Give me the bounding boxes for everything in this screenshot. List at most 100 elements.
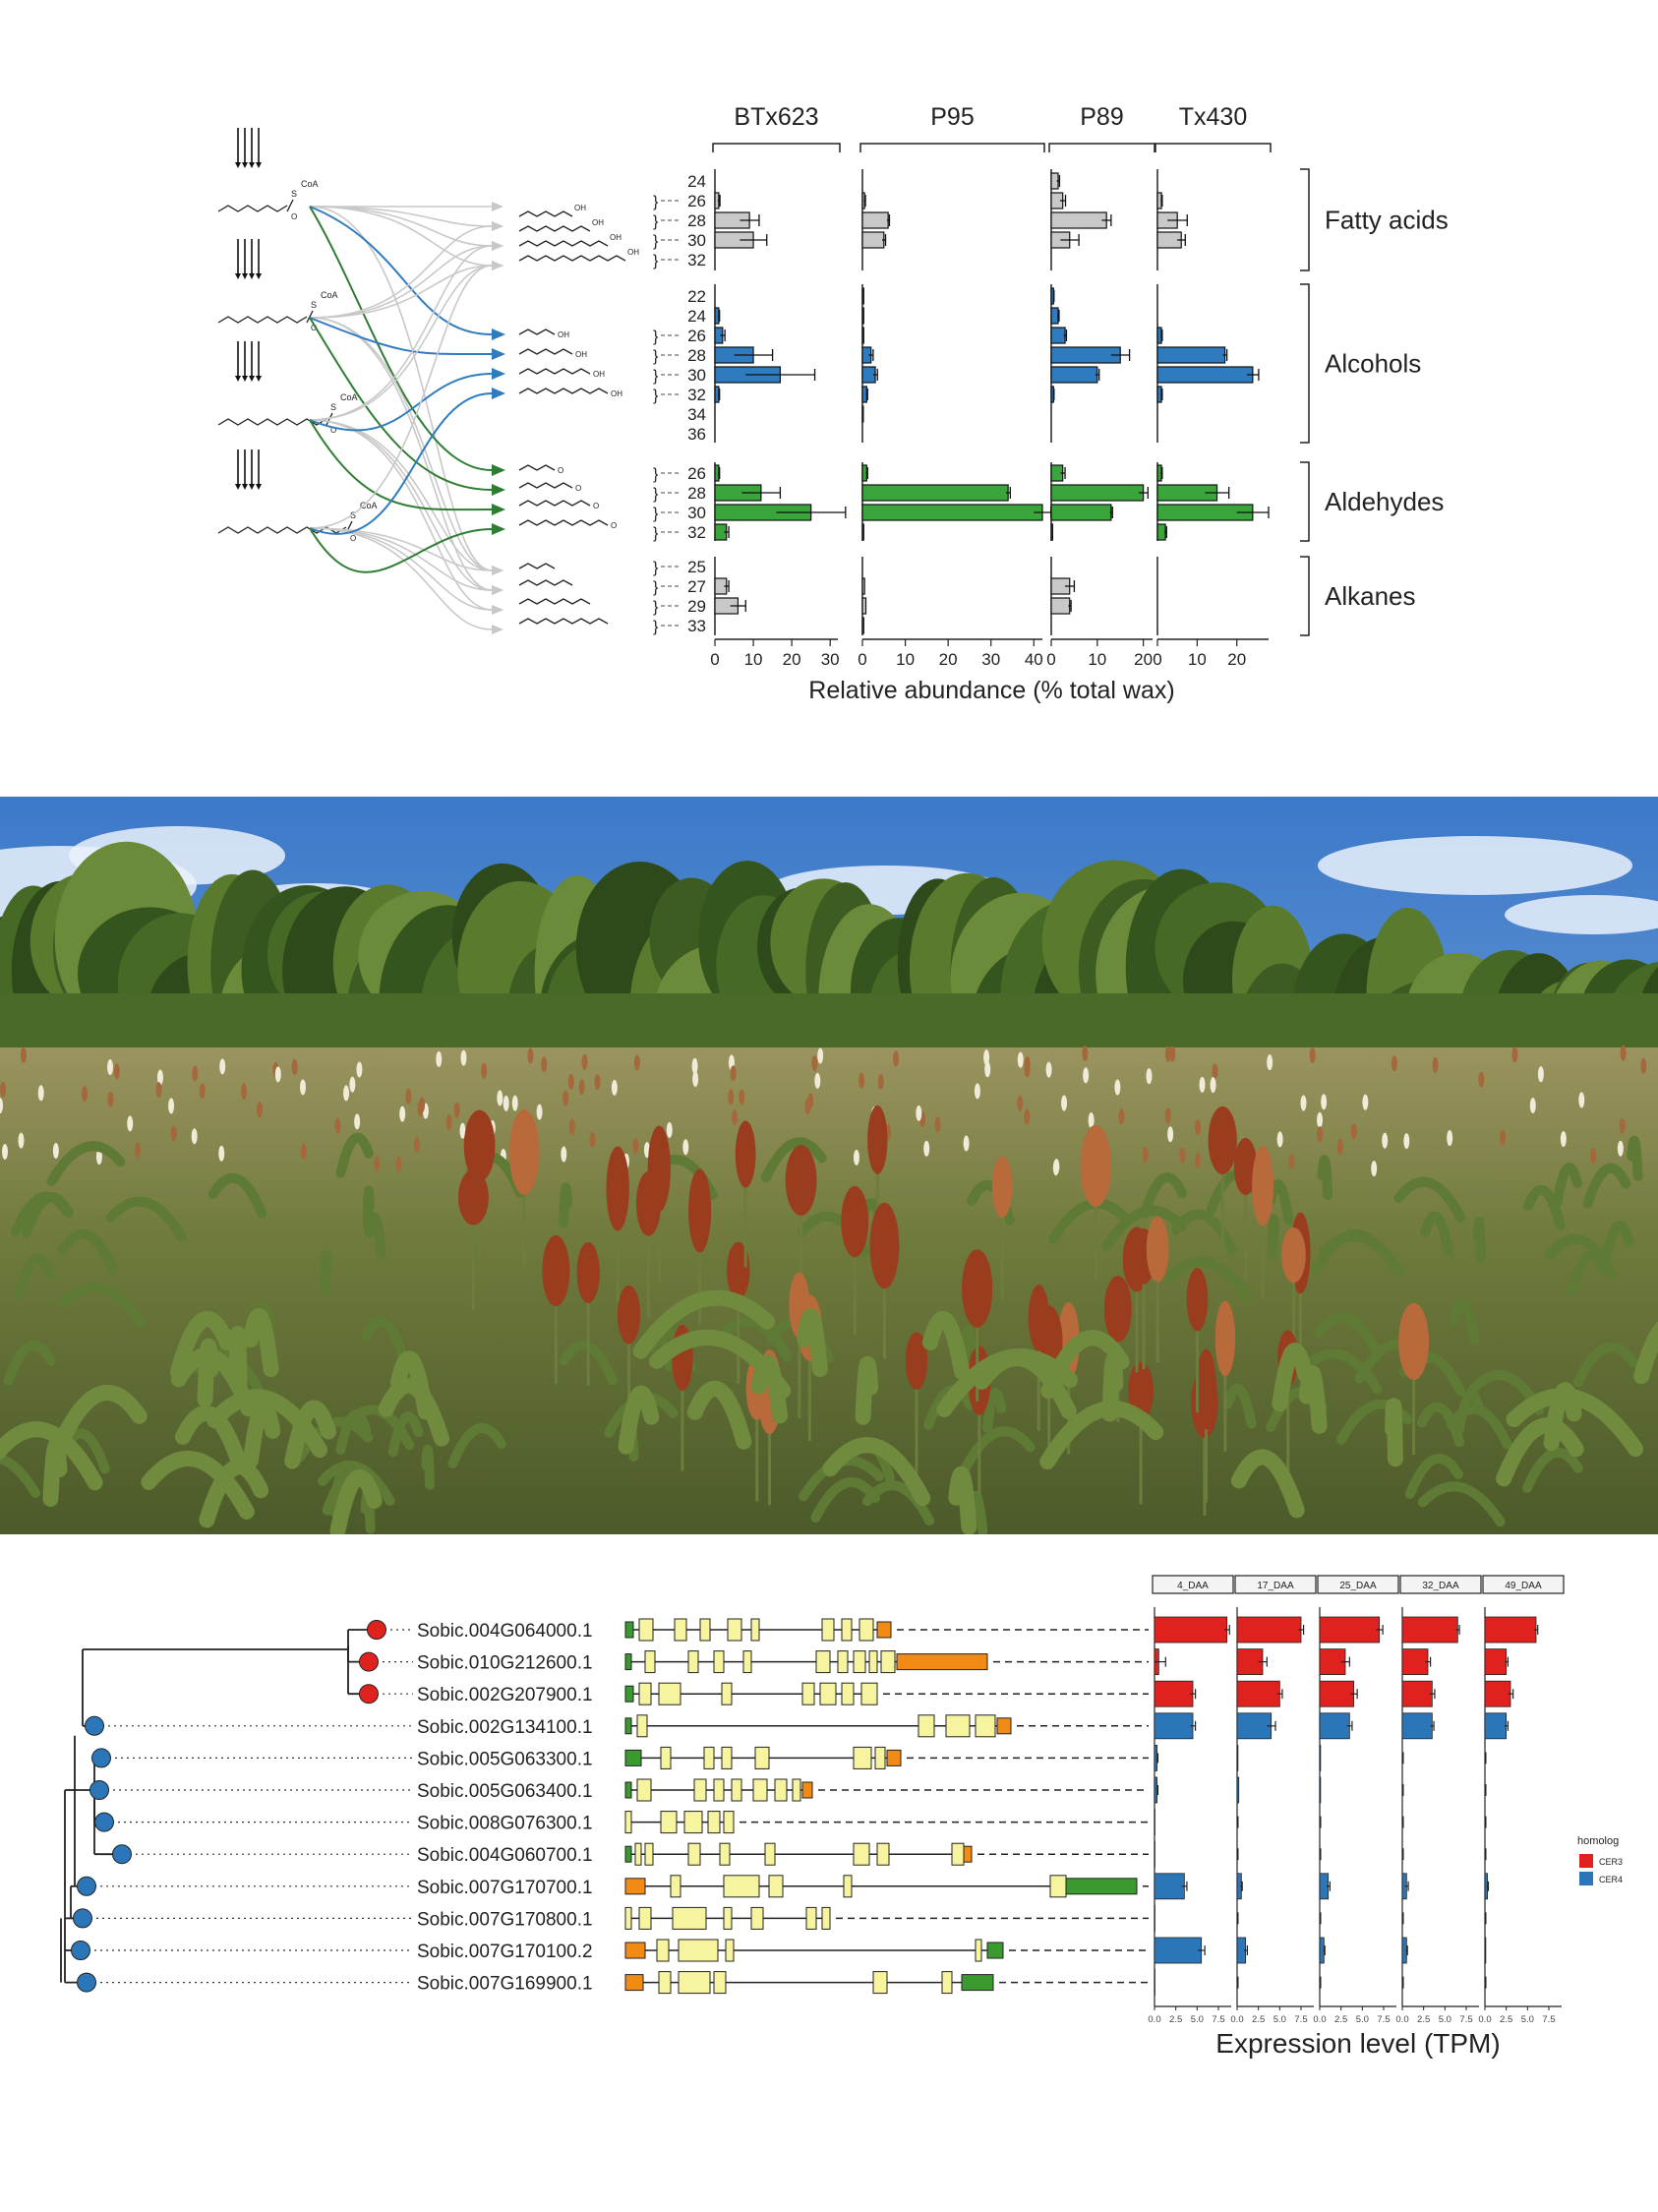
leaf xyxy=(1573,1342,1638,1388)
red-panicle xyxy=(1208,1106,1237,1175)
exon-box xyxy=(658,1971,672,1995)
exon-box xyxy=(721,1682,733,1705)
leaf xyxy=(46,1141,126,1187)
red-panicle xyxy=(508,1108,540,1195)
gene-labels: Sobic.004G064000.1 Sobic.010G212600.1 Sobi… xyxy=(417,1621,593,1995)
abundance-bar xyxy=(1050,346,1121,364)
exon-box xyxy=(636,1714,648,1738)
elongation-arrowhead xyxy=(249,273,255,279)
distant-panicle xyxy=(589,1131,596,1148)
gene-id-label: Sobic.002G134100.1 xyxy=(417,1717,593,1738)
acyl-chain xyxy=(217,316,308,324)
distant-panicle xyxy=(1617,1140,1624,1157)
distant-panicle xyxy=(1164,1046,1171,1062)
green-arrowhead xyxy=(492,464,505,476)
chain-length-label: 24 xyxy=(687,172,706,191)
red-panicle xyxy=(1028,1285,1049,1351)
leaf xyxy=(1552,1163,1582,1209)
utr-box xyxy=(801,1781,813,1799)
expression-bar xyxy=(1236,1712,1273,1740)
distant-panicle xyxy=(191,1128,198,1145)
leaf xyxy=(760,1137,827,1183)
distant-panicle xyxy=(1560,1131,1567,1148)
sorghum-plants xyxy=(0,1045,1658,1534)
gene-id-label: Sobic.004G060700.1 xyxy=(417,1845,593,1866)
wax-axes xyxy=(712,143,1310,646)
distant-panicle xyxy=(399,1106,406,1122)
chain-bracket: } xyxy=(653,599,659,616)
expression-bar xyxy=(1236,1616,1302,1644)
distant-panicle xyxy=(1578,1092,1585,1108)
gene-tree-expression-figure: Sobic.004G064000.1 Sobic.010G212600.1 Sobi… xyxy=(60,1575,1623,2059)
thioester-bond xyxy=(286,199,294,212)
chain-bracket: } xyxy=(653,486,659,503)
distant-panicle xyxy=(155,1082,162,1099)
exon-box xyxy=(731,1778,742,1802)
leaf xyxy=(1453,1390,1485,1435)
facet-strip-label: 17_DAA xyxy=(1257,1581,1294,1591)
red-panicle xyxy=(785,1145,817,1216)
distant-panicle xyxy=(2,1143,9,1160)
distant-panicle xyxy=(923,1140,930,1157)
exon-box xyxy=(638,1618,654,1642)
distant-panicle xyxy=(299,1079,306,1096)
utr-box xyxy=(624,1749,642,1766)
alcohol-oh-label: OH xyxy=(593,370,605,379)
distant-panicle xyxy=(974,1083,980,1100)
distant-panicle xyxy=(107,1058,114,1075)
leaf xyxy=(715,1316,793,1362)
distant-panicle xyxy=(692,1070,699,1087)
chain-length-label: 32 xyxy=(687,386,706,404)
x-tick-label: 0 xyxy=(1153,650,1161,669)
exon-box xyxy=(727,1618,742,1642)
leaf xyxy=(57,1228,118,1275)
distant-panicle xyxy=(611,1079,618,1096)
red-panicle xyxy=(869,1202,900,1289)
abundance-bar xyxy=(1050,366,1098,384)
leaf xyxy=(1317,1155,1333,1201)
red-panicle xyxy=(617,1285,641,1345)
chain-length-label: 28 xyxy=(687,211,706,230)
exon-box xyxy=(754,1746,770,1769)
foreground-leaf xyxy=(1496,1417,1584,1487)
chain-length-label: 33 xyxy=(687,617,706,635)
facet-x-tick-label: 7.5 xyxy=(1212,2014,1224,2025)
foreground-leaf xyxy=(948,1465,977,1534)
distant-panicle xyxy=(1179,1147,1186,1164)
red-panicle xyxy=(735,1120,756,1188)
leaf xyxy=(421,1444,435,1490)
group-name-label: Fatty acids xyxy=(1325,206,1449,235)
product-chain xyxy=(518,598,591,605)
red-panicle xyxy=(991,1156,1013,1219)
chain-bracket: } xyxy=(653,194,659,210)
distant-panicle xyxy=(1114,1079,1121,1096)
gene-id-label: Sobic.002G207900.1 xyxy=(417,1685,593,1705)
gray-pathway-arrow xyxy=(309,527,493,630)
distant-panicle xyxy=(1317,1126,1324,1143)
distant-panicle xyxy=(1432,1056,1439,1073)
product-chain xyxy=(518,240,609,247)
distant-panicle xyxy=(1309,1046,1316,1063)
exon-box xyxy=(764,1842,776,1866)
leaf xyxy=(387,1411,424,1458)
chain-length-label: 30 xyxy=(687,366,706,385)
foreground-leaf xyxy=(974,1350,1077,1420)
distant-panicle xyxy=(1195,1119,1202,1136)
distant-panicle xyxy=(374,1156,381,1172)
utr-box xyxy=(624,1717,632,1735)
tip-node xyxy=(112,1844,132,1865)
distant-panicle xyxy=(568,1118,575,1135)
elongation-arrowhead xyxy=(235,484,241,490)
red-panicle xyxy=(1281,1226,1306,1284)
genotype-label: Tx430 xyxy=(1179,103,1247,131)
red-panicle xyxy=(1186,1267,1209,1332)
facet-x-tick-label: 0.0 xyxy=(1148,2014,1160,2025)
distant-panicle xyxy=(666,1121,673,1138)
red-panicle xyxy=(1080,1124,1112,1208)
red-panicle xyxy=(635,1171,661,1236)
foreground-leaf xyxy=(228,1326,248,1396)
distant-panicle xyxy=(453,1102,460,1118)
distant-panicle xyxy=(1053,1159,1060,1175)
gray-pathway-arrow xyxy=(309,265,493,319)
distant-panicle xyxy=(459,1122,466,1139)
